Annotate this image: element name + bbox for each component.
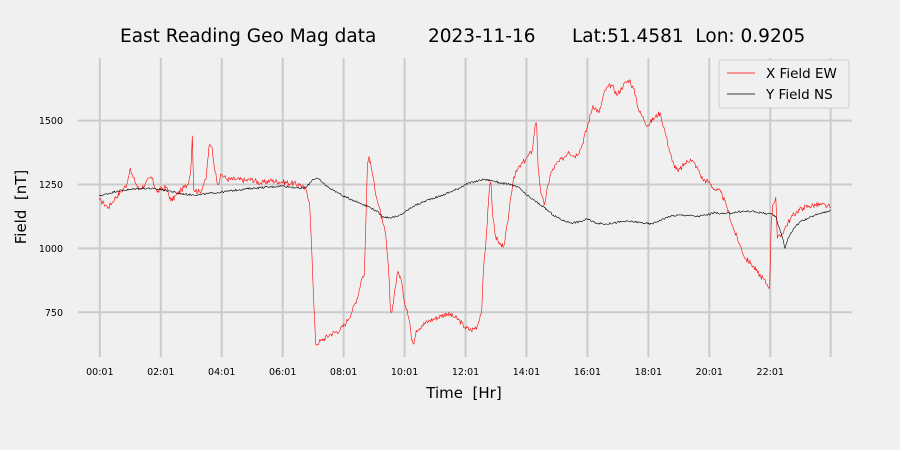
x-tick-label: 10:01	[391, 367, 418, 378]
x-tick-label: 00:01	[86, 367, 113, 378]
y-tick-label: 750	[45, 308, 63, 319]
series-line-x-field-ew	[99, 79, 831, 346]
chart-title-main: East Reading Geo Mag data	[120, 26, 376, 47]
y-tick-label: 1500	[39, 116, 63, 127]
x-tick-label: 04:01	[208, 367, 235, 378]
x-tick-label: 18:01	[635, 367, 662, 378]
grid-lines	[78, 58, 852, 357]
series-lines	[99, 79, 831, 346]
x-axis-label: Time [Hr]	[425, 384, 501, 402]
y-tick-label: 1000	[39, 244, 63, 255]
chart-title-location: Lat:51.4581 Lon: 0.9205	[572, 26, 805, 47]
x-tick-label: 16:01	[574, 367, 601, 378]
series-line-y-field-ns	[99, 177, 831, 249]
x-tick-label: 08:01	[330, 367, 357, 378]
x-tick-labels: 00:01 02:01 04:01 06:01 08:01 10:01 12:01 14:01…	[86, 367, 784, 378]
y-axis-label: Field [nT]	[12, 170, 30, 245]
legend-label-y-field: Y Field NS	[765, 87, 833, 103]
chart-title-date: 2023-11-16	[428, 26, 536, 47]
chart-title: East Reading Geo Mag data 2023-11-16 Lat…	[120, 26, 805, 47]
legend: X Field EW Y Field NS	[718, 59, 850, 109]
x-tick-label: 02:01	[147, 367, 174, 378]
x-tick-label: 20:01	[696, 367, 723, 378]
legend-box	[718, 59, 850, 109]
x-tick-label: 22:01	[757, 367, 784, 378]
x-tick-label: 12:01	[452, 367, 479, 378]
x-tick-label: 06:01	[269, 367, 296, 378]
legend-label-x-field: X Field EW	[766, 66, 837, 82]
y-tick-label: 1250	[39, 180, 63, 191]
y-tick-labels: 750 1000 1250 1500	[39, 116, 63, 319]
x-tick-label: 14:01	[513, 367, 540, 378]
